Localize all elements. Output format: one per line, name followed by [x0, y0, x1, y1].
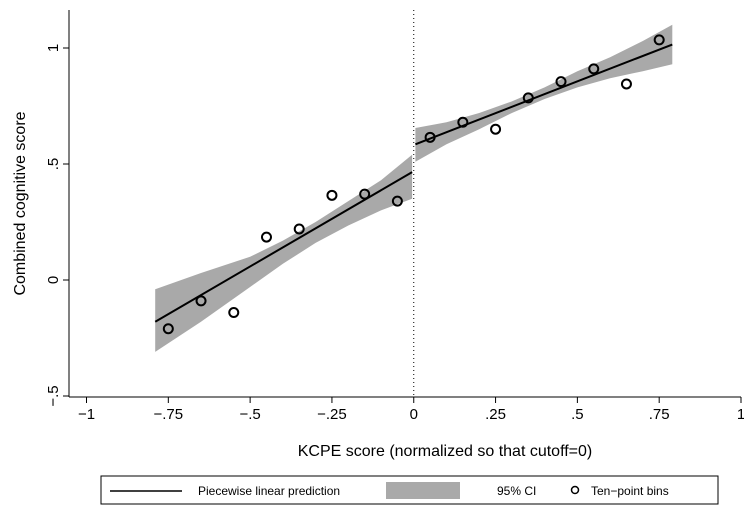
bin-point	[522, 92, 534, 104]
bin-point	[653, 34, 665, 46]
legend-band-symbol	[386, 482, 460, 499]
x-tick-label: 1	[737, 406, 744, 423]
bin-point	[326, 189, 338, 201]
ci-band-segment	[155, 154, 413, 352]
bin-point	[293, 223, 305, 235]
bin-point	[195, 295, 207, 307]
bin-point	[588, 63, 600, 75]
x-axis-title: KCPE score (normalized so that cutoff=0)	[298, 443, 593, 460]
y-tick-label: −.5	[45, 385, 62, 406]
bin-point	[359, 188, 371, 200]
legend-point-symbol	[570, 485, 580, 495]
y-tick-label: 1	[45, 44, 62, 52]
y-tick-label: .5	[45, 158, 62, 171]
ci-band-segment	[415, 24, 673, 162]
x-tick-label: .75	[649, 406, 670, 423]
bin-point	[457, 116, 469, 128]
bin-point	[391, 195, 403, 207]
bin-point	[555, 76, 567, 88]
x-tick-label: −.5	[239, 406, 260, 423]
legend: Piecewise linear prediction 95% CI Ten−p…	[100, 475, 719, 505]
x-tick-label: −.25	[317, 406, 347, 423]
x-tick-label: 0	[410, 406, 418, 423]
bin-point	[424, 131, 436, 143]
y-axis-title: Combined cognitive score	[12, 111, 29, 295]
x-tick-label: −1	[78, 406, 95, 423]
bin-point	[228, 306, 240, 318]
prediction-line-segment	[154, 171, 413, 323]
bin-point	[620, 78, 632, 90]
x-tick-label: −.75	[154, 406, 184, 423]
legend-band-label: 95% CI	[497, 484, 536, 498]
legend-point-label: Ten−point bins	[591, 484, 669, 498]
y-tick-label: 0	[45, 276, 62, 284]
prediction-line-segment	[415, 43, 673, 146]
ci-band-layer	[155, 24, 673, 352]
x-tick-label: .5	[571, 406, 584, 423]
bin-point	[162, 323, 174, 335]
bin-point	[490, 123, 502, 135]
bin-point	[260, 231, 272, 243]
x-tick-label: .25	[485, 406, 506, 423]
bin-points-layer	[162, 34, 665, 335]
legend-line-label: Piecewise linear prediction	[198, 484, 340, 498]
axes-layer: −1 −.75 −.5 −.25 0 .25 .5 .75 1 −.5 0 .5 1	[45, 10, 744, 423]
